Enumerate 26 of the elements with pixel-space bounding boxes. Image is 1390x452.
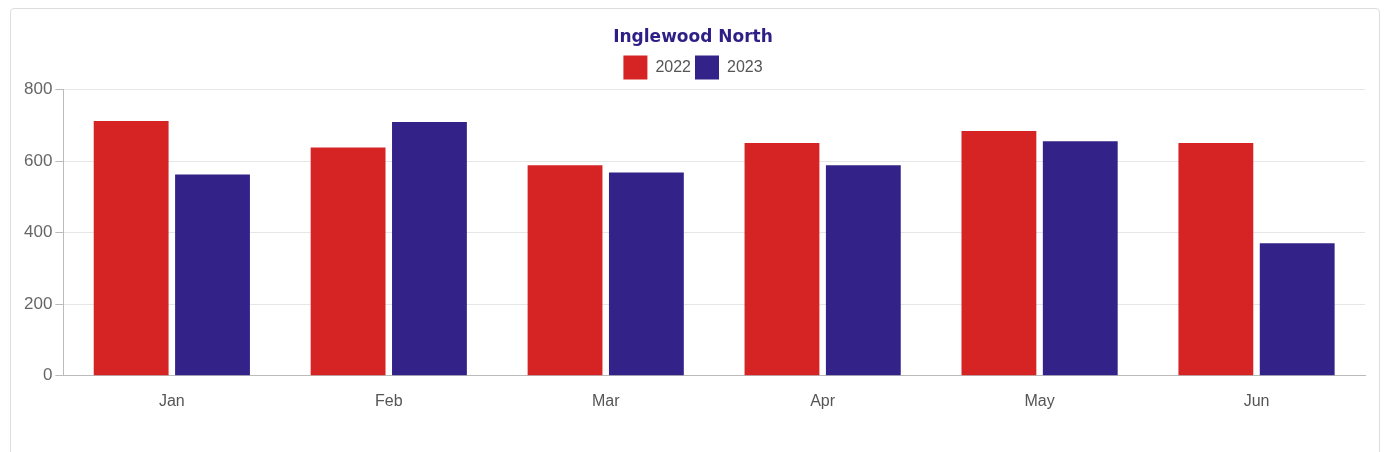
x-tick-label: May [1024,391,1055,409]
x-tick-label: Mar [591,391,621,409]
legend-label: 2022 [655,57,692,75]
bar [93,120,169,376]
bar [1259,243,1335,376]
x-tick-label: Apr [810,391,836,409]
bar [1042,141,1118,376]
bar [1178,143,1254,376]
x-tick-label: Feb [374,391,403,409]
bar [175,174,250,376]
legend-label: 2023 [727,57,763,75]
y-tick-label: 400 [23,222,53,242]
bar [825,165,901,376]
chart-title: Inglewood North [613,25,773,46]
x-tick-label: Jan [158,391,185,409]
bar [608,172,684,376]
bar [744,143,820,376]
y-tick-label: 600 [23,150,53,170]
x-tick-label: Jun [1243,391,1270,409]
y-tick-label: 800 [23,79,53,99]
bar [527,165,603,376]
bar [961,130,1037,376]
bar [392,121,467,376]
y-tick-label: 0 [42,365,53,385]
y-tick-label: 200 [23,293,53,313]
bar [310,147,386,376]
